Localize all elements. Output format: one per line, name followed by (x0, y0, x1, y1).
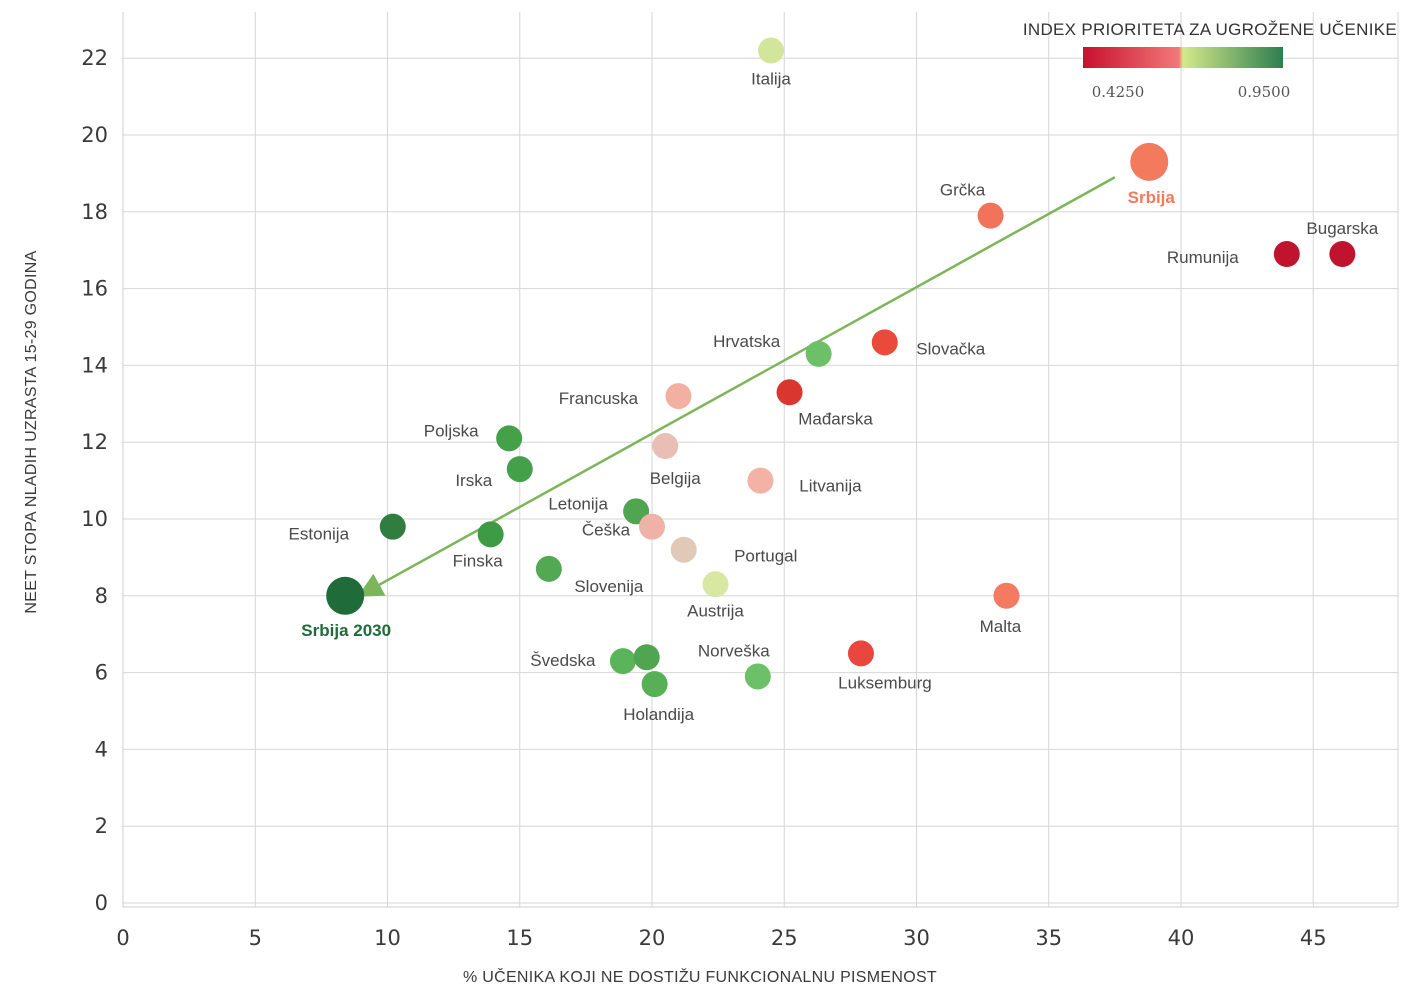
point-label: Holandija (623, 705, 694, 724)
x-tick-label: 45 (1300, 926, 1327, 950)
y-tick-label: 20 (81, 123, 108, 147)
data-point (744, 663, 771, 690)
x-tick-label: 5 (249, 926, 262, 950)
y-tick-label: 12 (81, 430, 108, 454)
data-point (477, 521, 504, 548)
data-point (1329, 241, 1356, 268)
x-tick-label: 30 (903, 926, 930, 950)
data-point (506, 456, 533, 483)
data-point (993, 582, 1020, 609)
y-tick-label: 22 (81, 46, 108, 70)
data-points: Italija Srbija Grčka Bugarska Rumunija Hrvats… (289, 37, 1379, 724)
point-label: Grčka (940, 181, 986, 200)
data-point (670, 536, 697, 563)
point-label: Češka (582, 521, 631, 540)
point-label: Srbija (1128, 188, 1176, 207)
point-label: Luksemburg (838, 673, 932, 692)
x-tick-label: 0 (116, 926, 129, 950)
data-point (758, 37, 785, 64)
point-label: Mađarska (798, 409, 873, 428)
data-point (747, 467, 774, 494)
point-label: Bugarska (1306, 219, 1378, 238)
x-tick-label: 40 (1168, 926, 1195, 950)
data-point (702, 571, 729, 598)
legend-max-label: 0.9500 (1238, 83, 1291, 101)
data-point (977, 202, 1004, 229)
x-tick-label: 10 (374, 926, 401, 950)
point-label: Poljska (424, 421, 479, 440)
data-point (639, 513, 665, 540)
point-label: Švedska (530, 651, 596, 670)
point-label: Belgija (650, 469, 702, 488)
y-tick-label: 14 (81, 353, 108, 377)
point-label: Portugal (734, 547, 797, 566)
y-tick-label: 16 (81, 277, 108, 301)
point-label: Rumunija (1167, 248, 1239, 267)
data-point (1130, 142, 1169, 181)
x-tick-label: 35 (1035, 926, 1062, 950)
data-point (652, 433, 679, 460)
x-axis-title: % UČENIKA KOJI NE DOSTIŽU FUNKCIONALNU P… (463, 967, 937, 986)
point-label: Malta (980, 617, 1022, 636)
data-point (633, 644, 660, 671)
data-point (326, 576, 365, 615)
data-point (805, 340, 832, 367)
point-label: Hrvatska (713, 332, 781, 351)
data-point (847, 640, 874, 667)
legend-color-scale (1083, 47, 1283, 68)
y-tick-label: 4 (95, 737, 108, 761)
y-tick-label: 8 (95, 584, 108, 608)
y-axis-ticks: 0 2 4 6 8 10 12 14 16 18 20 22 (81, 46, 108, 915)
data-point (665, 383, 692, 410)
data-point (1273, 241, 1300, 268)
data-point (776, 379, 803, 406)
point-label: Litvanija (799, 477, 862, 496)
x-tick-label: 20 (639, 926, 666, 950)
y-tick-label: 18 (81, 200, 108, 224)
y-tick-label: 6 (95, 661, 108, 685)
y-tick-label: 10 (81, 507, 108, 531)
point-label: Slovenija (574, 577, 644, 596)
x-tick-label: 15 (506, 926, 533, 950)
point-label: Italija (751, 70, 791, 89)
x-tick-label: 25 (771, 926, 798, 950)
legend-title: INDEX PRIORITETA ZA UGROŽENE UČENIKE (1023, 20, 1397, 39)
point-label: Slovačka (916, 339, 986, 358)
point-label: Letonija (548, 494, 608, 513)
gridlines (122, 12, 1399, 908)
point-label: Norveška (698, 641, 770, 660)
data-point (379, 513, 406, 540)
x-axis-ticks: 0 5 10 15 20 25 30 35 40 45 (116, 926, 1326, 950)
y-axis-title: NEET STOPA NLADIH UZRASTA 15-29 GODINA (23, 250, 40, 613)
data-point (535, 555, 562, 582)
point-label: Srbija 2030 (301, 621, 391, 640)
data-point (496, 425, 523, 452)
point-label: Austrija (687, 601, 744, 620)
point-label: Irska (455, 471, 492, 490)
data-point (609, 648, 636, 675)
point-label: Finska (453, 551, 504, 570)
y-tick-label: 0 (95, 891, 108, 915)
data-point (641, 671, 668, 698)
y-tick-label: 2 (95, 814, 108, 838)
point-label: Francuska (559, 389, 639, 408)
point-label: Estonija (289, 525, 350, 544)
data-point (871, 329, 898, 356)
legend-min-label: 0.4250 (1092, 83, 1145, 101)
legend: INDEX PRIORITETA ZA UGROŽENE UČENIKE 0.4… (1023, 20, 1397, 101)
